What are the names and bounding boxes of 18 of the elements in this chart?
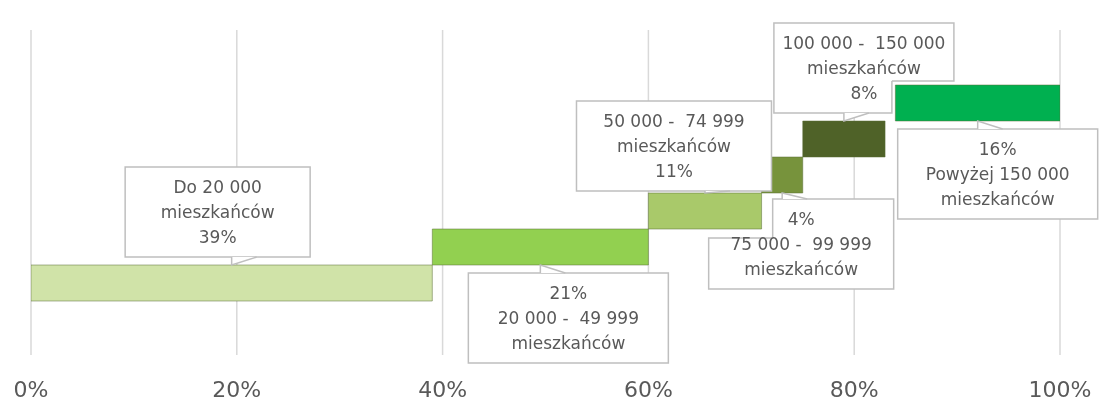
x-tick-label: 40% [418, 376, 468, 402]
x-tick-label: 0% [13, 376, 49, 402]
text: 20 000 - 49 999 mieszkańców [497, 308, 640, 353]
data-label: 11% [655, 161, 693, 181]
annotation: 75 000 - 99 999 mieszkańców [730, 234, 872, 279]
x-tick-label: 80% [829, 376, 879, 402]
x-tick-label: 100% [1028, 376, 1092, 402]
text: 100 000 - 150 000 mieszkańców [782, 33, 946, 78]
annotation: Do 20 000 mieszkańców [160, 177, 275, 222]
x-tick-label: 60% [623, 376, 673, 402]
x-tick-label: 20% [212, 376, 262, 402]
annotation: Powyżej 150 000 mieszkańców [925, 164, 1070, 209]
data-label: 39% [198, 227, 237, 247]
data-label: 8% [850, 83, 878, 103]
data-label: 21% [549, 283, 588, 303]
data-label: 4% [787, 209, 815, 229]
data-label: 16% [978, 139, 1017, 159]
annotation: 50 000 - 74 999 mieszkańców [603, 111, 745, 156]
